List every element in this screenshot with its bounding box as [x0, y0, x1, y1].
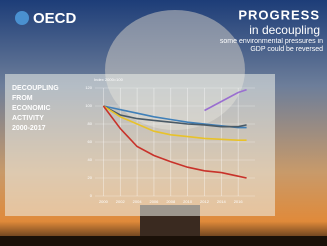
annotation-box: some environmental pressures in GDP coul… [205, 38, 323, 62]
title: PROGRESS [238, 7, 320, 22]
x-tick-label: 2002 [116, 199, 126, 204]
x-tick-label: 2014 [217, 199, 227, 204]
annotation: some environmental pressures in GDP coul… [205, 38, 323, 54]
y-axis-label: Index 2000=100 [94, 77, 124, 82]
y-tick-label: 40 [88, 157, 93, 162]
side-label-line: ACTIVITY [12, 115, 44, 122]
side-label-line: ECONOMIC [12, 105, 51, 112]
y-tick-label: 120 [85, 85, 92, 90]
x-tick-label: 2008 [166, 199, 176, 204]
x-tick-label: 2012 [200, 199, 210, 204]
side-label-line: FROM [12, 95, 33, 102]
page: OECD PROGRESS in decoupling some environ… [0, 0, 327, 246]
y-tick-label: 20 [88, 175, 93, 180]
logo-icon [15, 11, 29, 25]
logo: OECD [33, 10, 77, 27]
x-tick-label: 2016 [234, 199, 244, 204]
side-label-line: DECOUPLING [12, 85, 59, 92]
x-tick-label: 2010 [183, 199, 193, 204]
x-tick-label: 2004 [133, 199, 143, 204]
y-tick-label: 60 [88, 139, 93, 144]
x-tick-label: 2000 [99, 199, 109, 204]
subtitle: in decoupling [249, 23, 320, 37]
y-tick-label: 100 [85, 103, 92, 108]
x-tick-label: 2006 [149, 199, 159, 204]
chart: OECD PROGRESS in decoupling some environ… [0, 0, 327, 246]
side-label-line: 2000-2017 [12, 125, 46, 132]
y-tick-label: 80 [88, 121, 93, 126]
ground [0, 236, 327, 246]
